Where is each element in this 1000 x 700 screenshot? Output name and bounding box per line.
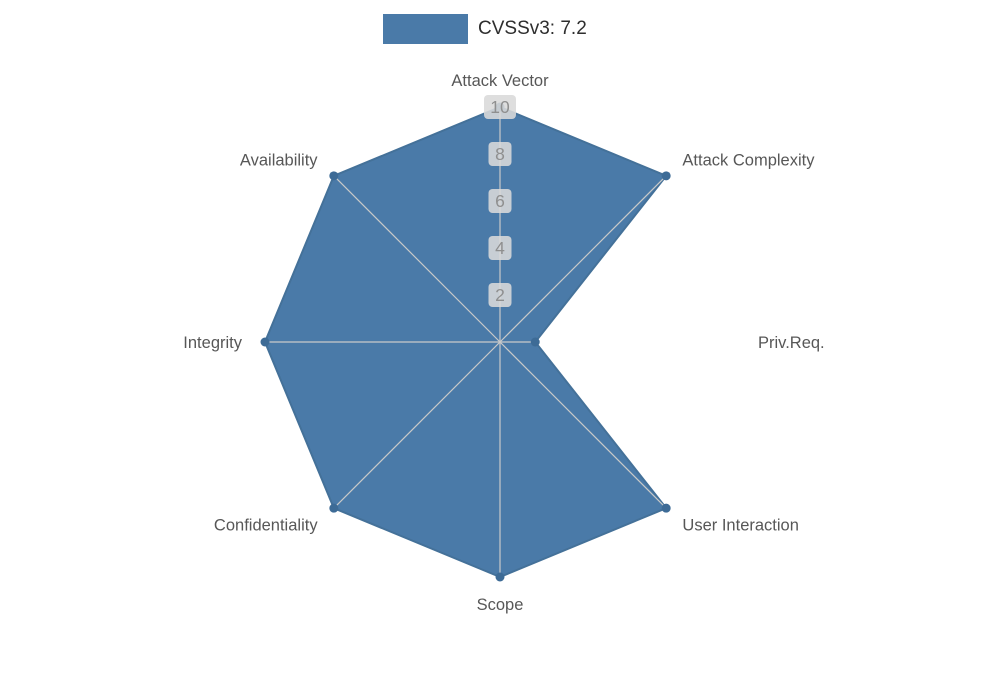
vertex-marker [661,171,671,181]
legend-swatch [383,14,468,44]
axis-spoke [499,175,667,343]
vertex-marker [661,503,671,513]
tick-label: 8 [495,144,505,164]
tick-box [488,189,512,213]
vertex-marker [530,337,540,347]
axis-spoke [333,175,501,343]
axis-label: Attack Complexity [682,152,815,170]
vertex-marker [329,171,339,181]
axis-label: Attack Vector [451,72,549,90]
legend-label: CVSSv3: 7.2 [478,18,587,39]
vertex-marker [329,503,339,513]
tick-box [488,142,512,166]
tick-box [488,236,512,260]
axis-label: Availability [240,152,318,170]
vertex-marker [495,572,505,582]
tick-box [488,283,512,307]
axis-label: Integrity [183,334,242,352]
vertex-marker [260,337,270,347]
tick-label: 2 [495,285,505,305]
axis-label: Scope [477,596,524,614]
axis-spoke [333,341,501,509]
axis-label: User Interaction [682,516,798,534]
chart-legend: CVSSv3: 7.2 [383,14,587,44]
tick-box [484,95,516,119]
axis-label: Priv.Req. [758,334,825,352]
tick-label: 6 [495,191,505,211]
axis-label: Confidentiality [214,516,318,534]
tick-label: 10 [490,97,510,117]
tick-label: 4 [495,238,505,258]
axis-spoke [499,341,667,509]
